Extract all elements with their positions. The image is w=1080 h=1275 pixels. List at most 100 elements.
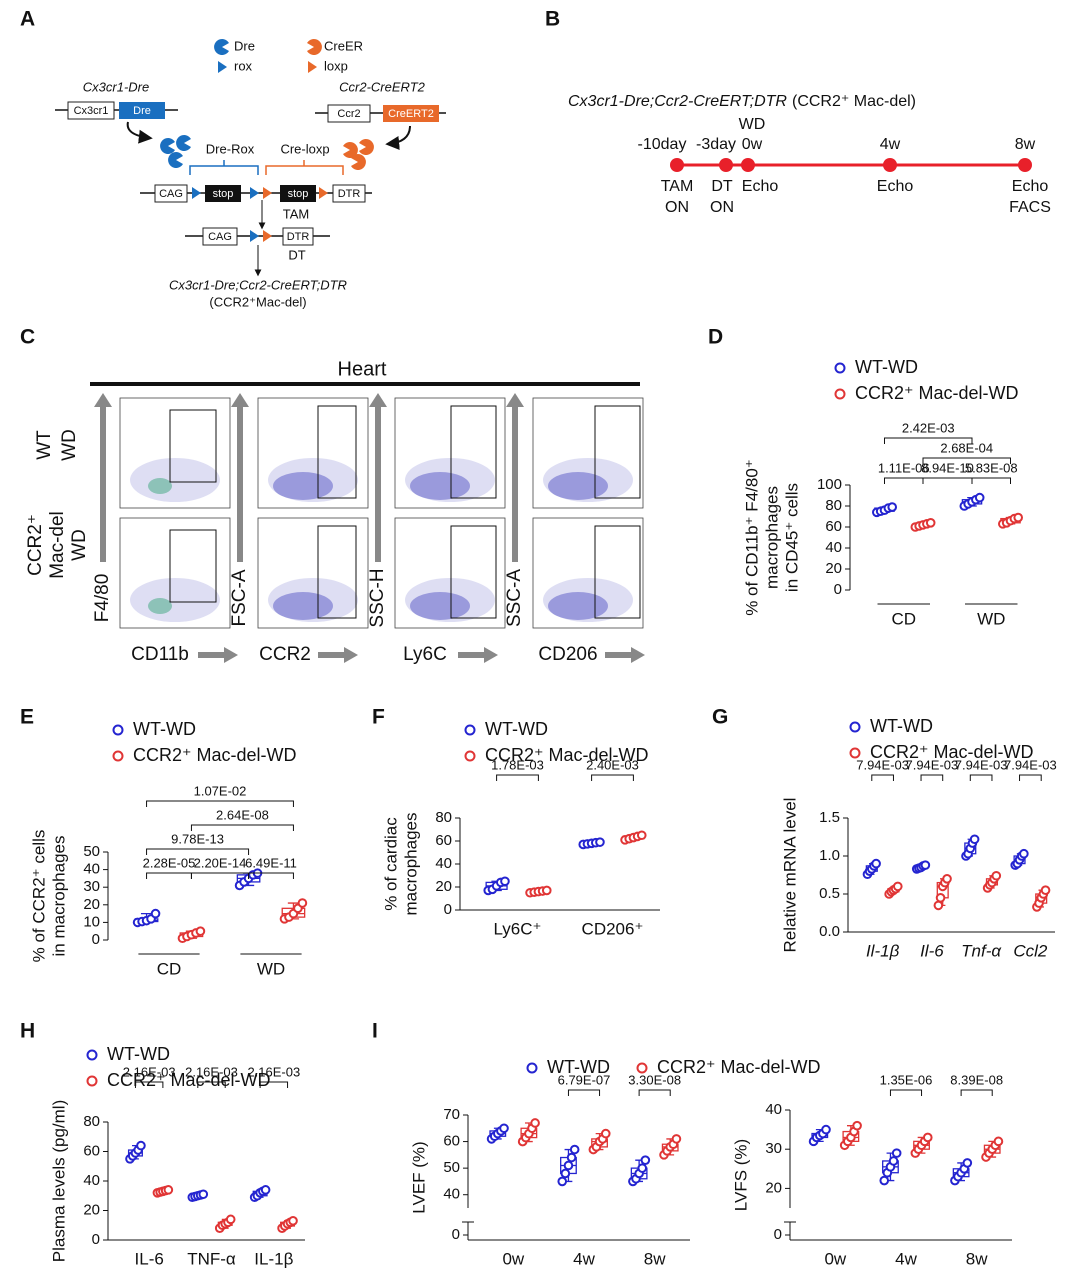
allele-name: Ccr2-CreERT2 bbox=[339, 79, 425, 94]
significance-bracket bbox=[496, 774, 539, 781]
y-tick-label: 40 bbox=[765, 1101, 782, 1118]
data-point bbox=[225, 1214, 236, 1225]
flow-plot-frame bbox=[532, 517, 644, 629]
significance-bracket bbox=[146, 848, 250, 855]
flow-density bbox=[410, 592, 470, 620]
y-tick-label: 0 bbox=[444, 901, 452, 918]
flow-density bbox=[405, 578, 495, 622]
x-tick-label: 4w bbox=[895, 1249, 917, 1268]
flow-density bbox=[543, 578, 633, 622]
gene-label: Ccr2 bbox=[337, 108, 360, 120]
gene-box bbox=[67, 101, 115, 120]
y-axis-label: Relative mRNA level bbox=[780, 798, 799, 953]
flow-density bbox=[548, 592, 608, 620]
data-point bbox=[879, 1175, 890, 1186]
p-value: 2.16E-03 bbox=[185, 1064, 238, 1079]
y-tick-label: 40 bbox=[825, 539, 842, 556]
panel-label: H bbox=[20, 1020, 35, 1043]
p-value: 2.28E-05 bbox=[143, 855, 196, 870]
gene-label: DTR bbox=[287, 231, 310, 243]
flow-plot-frame bbox=[532, 397, 644, 509]
flow-y-marker: F4/80 bbox=[92, 574, 113, 623]
gene-box bbox=[282, 227, 314, 246]
p-value: 2.16E-03 bbox=[123, 1064, 176, 1079]
data-point bbox=[974, 492, 985, 503]
legend-label: CCR2⁺ Mac-del-WD bbox=[107, 1070, 271, 1090]
flow-density bbox=[273, 472, 333, 500]
y-tick-label: 50 bbox=[83, 843, 100, 860]
flow-x-marker: Ly6C bbox=[403, 644, 447, 665]
flow-density bbox=[148, 598, 172, 614]
y-tick-label: 0 bbox=[452, 1226, 460, 1243]
gene-box bbox=[154, 184, 188, 203]
legend-label: WT-WD bbox=[107, 1044, 170, 1064]
flow-density bbox=[268, 578, 358, 622]
y-axis-label: macrophages bbox=[762, 486, 781, 589]
data-point bbox=[636, 830, 647, 841]
timeline-title: Cx3cr1-Dre;Ccr2-CreERT;DTR (CCR2⁺ Mac-del… bbox=[568, 93, 916, 110]
flow-x-marker: CD206 bbox=[538, 644, 597, 665]
gene-box bbox=[327, 104, 371, 123]
timeline-bottom-label: DT bbox=[711, 178, 733, 195]
panel-label: A bbox=[20, 8, 35, 31]
flow-row-label: WD bbox=[69, 529, 90, 561]
y-axis-label: % of CD11b⁺ F4/80⁺ bbox=[742, 459, 761, 616]
data-point bbox=[1013, 512, 1024, 523]
legend-label: rox bbox=[234, 58, 253, 73]
legend-label: WT-WD bbox=[855, 357, 918, 377]
p-value: 2.68E-04 bbox=[940, 440, 993, 455]
p-value: 7.94E-03 bbox=[955, 757, 1008, 772]
data-point bbox=[637, 1163, 648, 1173]
y-tick-label: 50 bbox=[443, 1159, 460, 1176]
gene-label: stop bbox=[213, 188, 234, 200]
gene-box bbox=[119, 102, 165, 119]
data-point bbox=[1040, 885, 1051, 896]
data-point bbox=[935, 893, 946, 903]
significance-bracket bbox=[134, 1081, 164, 1088]
legend-label: CCR2⁺ Mac-del-WD bbox=[133, 745, 297, 765]
timeline-bottom-label: ON bbox=[710, 199, 734, 216]
timeline-top-label: WD bbox=[739, 116, 766, 133]
dre-icon bbox=[214, 39, 229, 55]
data-point bbox=[563, 1160, 574, 1171]
p-value: 6.79E-07 bbox=[558, 1072, 611, 1087]
data-point bbox=[993, 1136, 1004, 1147]
x-tick-label: Ly6C⁺ bbox=[493, 919, 541, 938]
significance-bracket bbox=[259, 1081, 289, 1088]
significance-bracket bbox=[591, 774, 634, 781]
x-tick-label: 0w bbox=[824, 1249, 846, 1268]
step-label: Dre-Rox bbox=[206, 141, 255, 156]
creer-icon bbox=[359, 139, 374, 155]
legend-label: CCR2⁺ Mac-del-WD bbox=[870, 742, 1034, 762]
y-axis-label: Plasma levels (pg/ml) bbox=[49, 1100, 68, 1263]
panel-label: I bbox=[372, 1020, 378, 1043]
flow-density bbox=[148, 478, 172, 494]
creer-icon bbox=[351, 154, 366, 170]
gene-label: stop bbox=[288, 188, 309, 200]
loxp-icon bbox=[319, 187, 328, 199]
panel-label: E bbox=[20, 706, 34, 729]
data-point bbox=[925, 518, 936, 528]
y-tick-label: 40 bbox=[83, 861, 100, 878]
legend-marker bbox=[112, 750, 124, 762]
result-label: (CCR2⁺Mac-del) bbox=[209, 294, 306, 309]
legend-label: CCR2⁺ Mac-del-WD bbox=[657, 1057, 821, 1077]
data-point bbox=[288, 1216, 298, 1226]
step-label: TAM bbox=[283, 206, 309, 221]
rox-icon bbox=[250, 187, 259, 199]
legend-label: CCR2⁺ Mac-del-WD bbox=[855, 383, 1019, 403]
x-tick-label: WD bbox=[977, 609, 1005, 628]
significance-bracket bbox=[190, 824, 294, 831]
significance-bracket bbox=[920, 774, 944, 781]
y-tick-label: 80 bbox=[83, 1113, 100, 1130]
data-point bbox=[942, 874, 952, 884]
data-point bbox=[933, 900, 944, 911]
timeline-bottom-label: Echo bbox=[1012, 178, 1049, 195]
dre-icon bbox=[168, 152, 183, 168]
data-point bbox=[566, 1152, 577, 1163]
title-part: Cx3cr1-Dre;Ccr2-CreERT;DTR bbox=[568, 93, 787, 110]
p-value: 5.83E-08 bbox=[965, 460, 1018, 475]
p-value: 2.20E-14 bbox=[194, 855, 247, 870]
p-value: 2.64E-08 bbox=[216, 807, 269, 822]
data-point bbox=[569, 1144, 580, 1155]
